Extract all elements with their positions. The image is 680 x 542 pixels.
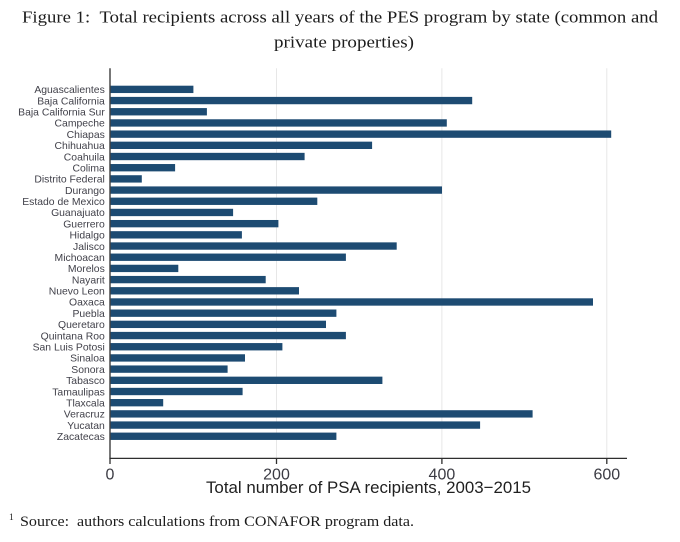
svg-text:Hidalgo: Hidalgo xyxy=(70,231,105,242)
svg-text:Tabasco: Tabasco xyxy=(66,376,105,387)
svg-text:Baja California: Baja California xyxy=(37,96,105,107)
svg-text:200: 200 xyxy=(263,467,290,484)
svg-text:Figure 1: Total recipients acr: Figure 1: Total recipients across all ye… xyxy=(22,8,659,27)
svg-text:Michoacan: Michoacan xyxy=(55,253,105,264)
svg-text:Quintana Roo: Quintana Roo xyxy=(41,331,105,342)
svg-text:Aguascalientes: Aguascalientes xyxy=(34,85,104,96)
svg-text:Nuevo Leon: Nuevo Leon xyxy=(49,287,105,298)
svg-text:private properties): private properties) xyxy=(274,33,414,52)
svg-text:Queretaro: Queretaro xyxy=(58,320,105,331)
svg-text:Colima: Colima xyxy=(72,163,105,174)
svg-text:Nayarit: Nayarit xyxy=(72,275,105,286)
svg-text:Total number of PSA recipients: Total number of PSA recipients, 2003−201… xyxy=(206,478,531,497)
svg-text:Coahuila: Coahuila xyxy=(64,152,105,163)
svg-text:Chihuahua: Chihuahua xyxy=(55,141,105,152)
svg-text:0: 0 xyxy=(106,467,115,484)
svg-text:Jalisco: Jalisco xyxy=(73,242,105,253)
svg-text:Chiapas: Chiapas xyxy=(67,130,105,141)
svg-text:Estado de Mexico: Estado de Mexico xyxy=(22,197,105,208)
svg-text:Morelos: Morelos xyxy=(68,264,105,275)
svg-text:Puebla: Puebla xyxy=(72,309,105,320)
svg-text:Oaxaca: Oaxaca xyxy=(69,298,105,309)
svg-text:Zacatecas: Zacatecas xyxy=(57,432,105,443)
svg-text:400: 400 xyxy=(429,467,456,484)
svg-text:San Luis Potosi: San Luis Potosi xyxy=(33,343,105,354)
svg-text:Sinaloa: Sinaloa xyxy=(70,354,105,365)
svg-text:Guerrero: Guerrero xyxy=(63,219,105,230)
svg-text:Guanajuato: Guanajuato xyxy=(51,208,105,219)
svg-text:Veracruz: Veracruz xyxy=(64,410,105,421)
svg-text:1: 1 xyxy=(9,513,14,523)
svg-text:Tlaxcala: Tlaxcala xyxy=(66,398,105,409)
svg-text:Sonora: Sonora xyxy=(71,365,105,376)
svg-text:600: 600 xyxy=(593,467,620,484)
svg-text:Source: authors calculations f: Source: authors calculations from CONAFO… xyxy=(20,514,414,530)
svg-text:Campeche: Campeche xyxy=(55,119,105,130)
svg-text:Durango: Durango xyxy=(65,186,105,197)
svg-text:Baja California Sur: Baja California Sur xyxy=(18,108,105,119)
svg-text:Tamaulipas: Tamaulipas xyxy=(52,387,105,398)
svg-text:Yucatan: Yucatan xyxy=(67,421,105,432)
svg-text:Distrito Federal: Distrito Federal xyxy=(34,175,104,186)
